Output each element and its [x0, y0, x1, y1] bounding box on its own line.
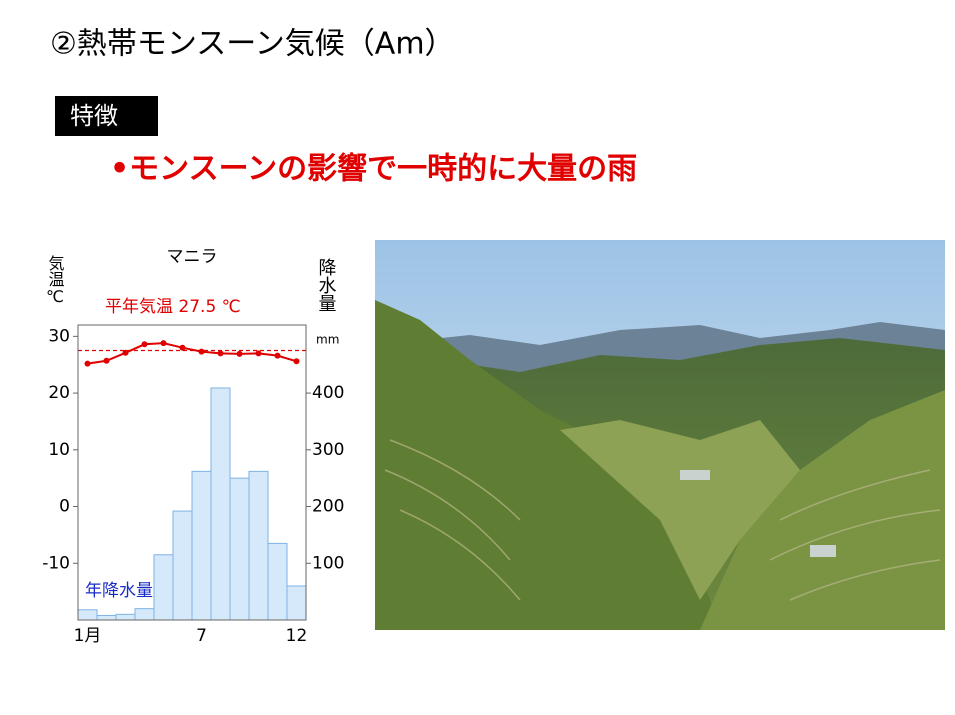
bullet-text: •モンスーンの影響で一時的に大量の雨	[110, 152, 637, 187]
y2-tick-label: 100	[312, 553, 344, 573]
precip-bar	[286, 585, 307, 621]
y2-unit: mm	[316, 333, 339, 347]
temp-marker	[255, 350, 262, 357]
y-tick-label: 30	[48, 326, 70, 346]
precip-bar	[191, 470, 212, 621]
temp-marker	[236, 350, 243, 357]
temp-marker	[198, 348, 205, 355]
temp-marker	[141, 341, 148, 348]
x-tick-label: 1月	[74, 626, 102, 646]
badge-bg	[55, 96, 158, 136]
y-tick-label: 20	[48, 383, 70, 403]
badge: 特徴	[70, 102, 118, 130]
y2-tick-label: 200	[312, 497, 344, 517]
photo	[375, 240, 945, 630]
climograph: マニラ 気温℃ 降水量 mm 平年気温 27.5 ℃ 年降水量 1714.9 m…	[42, 247, 344, 646]
temp-marker	[179, 344, 186, 351]
chart-title: マニラ	[167, 247, 218, 267]
y-axis-label: 気温℃	[45, 255, 64, 306]
temp-marker	[160, 340, 167, 347]
y2-tick-label: 400	[312, 383, 344, 403]
temp-marker	[103, 357, 110, 364]
slide-title: ②熱帯モンスーン気候（Am）	[50, 27, 455, 62]
temp-line	[87, 342, 297, 365]
y-tick-label: -10	[42, 553, 70, 573]
x-tick-label: 7	[196, 626, 207, 646]
precip-bar	[153, 554, 174, 621]
precip-bar	[77, 609, 98, 621]
precip-bar	[267, 542, 288, 621]
x-tick-label: 12	[286, 626, 308, 646]
precip-bar	[210, 387, 231, 621]
temp-marker	[122, 349, 129, 356]
y2-tick-label: 300	[312, 440, 344, 460]
temp-marker	[293, 358, 300, 365]
precip-bar	[229, 477, 250, 621]
precip-bar	[96, 614, 117, 621]
precip-bar	[172, 510, 193, 621]
y-tick-label: 0	[59, 497, 70, 517]
temp-marker	[217, 350, 224, 357]
y2-axis-label: 降水量	[316, 258, 337, 312]
precip-bar	[134, 608, 155, 621]
temp-marker	[84, 360, 91, 367]
precip-bar	[248, 470, 269, 621]
precip-bar	[115, 613, 136, 621]
plot-frame	[77, 324, 307, 621]
temp-marker	[274, 352, 281, 359]
annotation-temp: 平年気温 27.5 ℃	[105, 297, 241, 317]
y-tick-label: 10	[48, 440, 70, 460]
